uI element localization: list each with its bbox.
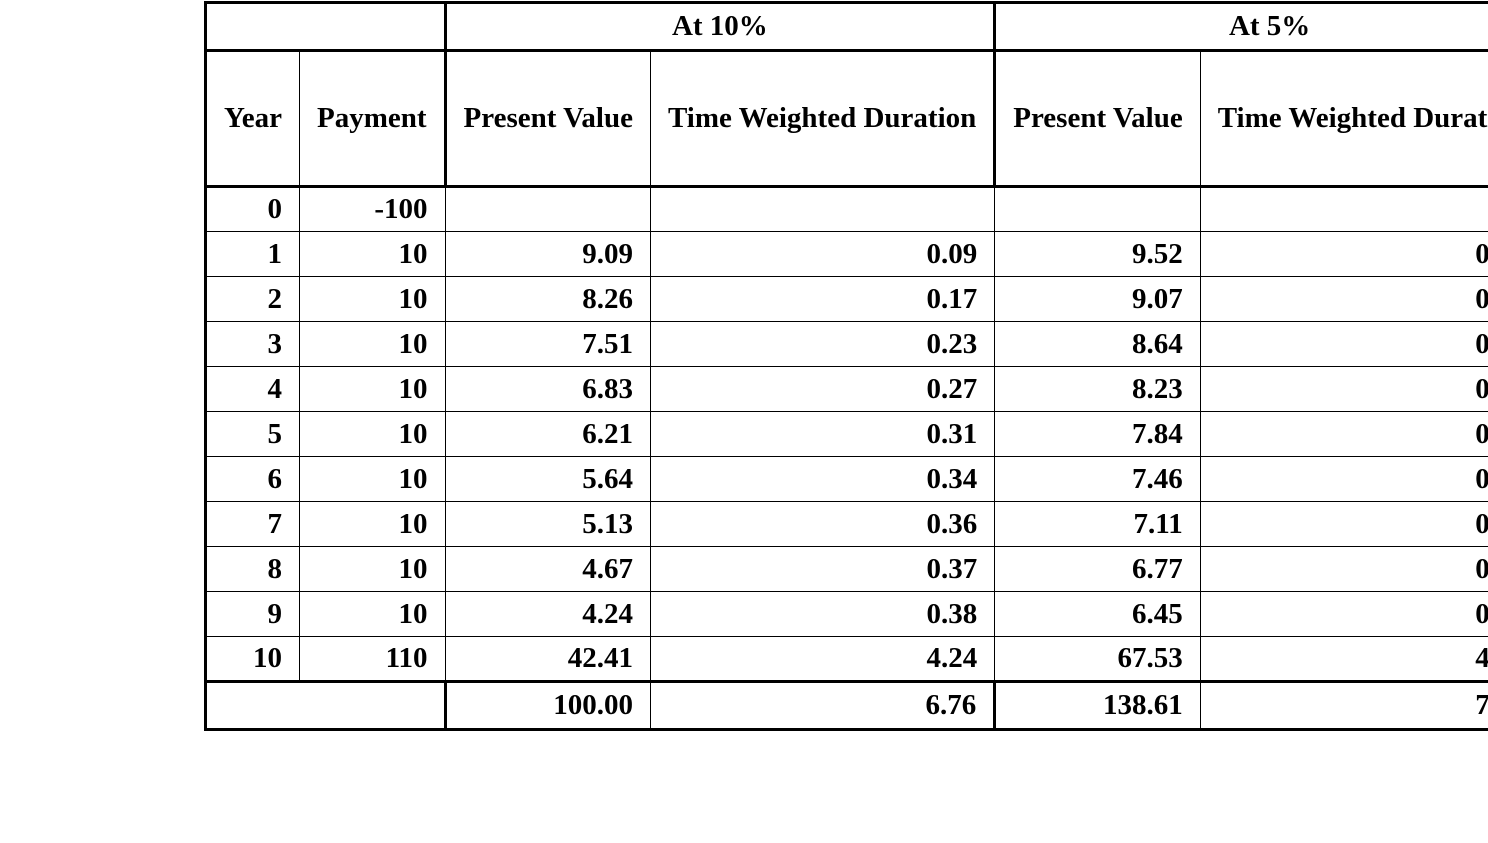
header-present-value-10: Present Value — [443, 50, 651, 188]
cell-payment: 10 — [298, 501, 446, 547]
table-row: 0 -100 — [205, 186, 1488, 232]
group-header-at-10: At 10% — [443, 2, 997, 52]
cell-present-value-5: 7.11 — [994, 501, 1201, 547]
cell-payment: 10 — [298, 276, 446, 322]
cell-present-value-10: 4.24 — [444, 591, 651, 637]
cell-year: 4 — [205, 366, 300, 412]
cell-year: 3 — [205, 321, 300, 367]
cell-year: 0 — [205, 186, 300, 232]
cell-present-value-10: 4.67 — [444, 546, 651, 592]
total-time-weighted-duration-5: 7.27 — [1199, 680, 1488, 730]
cell-time-weighted-duration-10 — [649, 186, 996, 232]
header-time-weighted-duration-10: Time Weighted Duration — [649, 50, 996, 188]
cell-payment: 110 — [298, 636, 446, 682]
cell-time-weighted-duration-5: 0.42 — [1199, 591, 1488, 637]
cell-time-weighted-duration-5: 0.13 — [1199, 276, 1488, 322]
header-present-value-5: Present Value — [993, 50, 1201, 188]
cell-present-value-5: 67.53 — [994, 636, 1201, 682]
cell-time-weighted-duration-10: 0.17 — [649, 276, 996, 322]
cell-present-value-10: 5.64 — [444, 456, 651, 502]
cell-present-value-5 — [994, 186, 1201, 232]
cell-present-value-5: 9.52 — [994, 231, 1201, 277]
cell-year: 5 — [205, 411, 300, 457]
cell-present-value-10: 42.41 — [444, 636, 651, 682]
cell-time-weighted-duration-5: 0.28 — [1199, 411, 1488, 457]
cell-time-weighted-duration-5: 0.32 — [1199, 456, 1488, 502]
cell-present-value-10: 6.83 — [444, 366, 651, 412]
column-header-row: Year Payment Present Value Time Weighted… — [205, 50, 1488, 188]
cell-year: 10 — [205, 636, 300, 682]
cell-payment: 10 — [298, 411, 446, 457]
cell-present-value-5: 8.64 — [994, 321, 1201, 367]
cell-year: 9 — [205, 591, 300, 637]
total-time-weighted-duration-10: 6.76 — [649, 680, 996, 730]
cell-present-value-5: 8.23 — [994, 366, 1201, 412]
cell-year: 8 — [205, 546, 300, 592]
cell-present-value-10: 8.26 — [444, 276, 651, 322]
totals-blank — [205, 680, 446, 730]
cell-payment: -100 — [298, 186, 446, 232]
totals-row: 100.00 6.76 138.61 7.27 — [205, 680, 1488, 730]
group-header-at-5: At 5% — [994, 2, 1488, 52]
cell-year: 2 — [205, 276, 300, 322]
cell-present-value-5: 7.84 — [994, 411, 1201, 457]
cell-time-weighted-duration-10: 0.27 — [649, 366, 996, 412]
cell-time-weighted-duration-10: 0.36 — [649, 501, 996, 547]
total-present-value-5: 138.61 — [993, 680, 1201, 730]
cell-present-value-10 — [444, 186, 651, 232]
cell-present-value-10: 7.51 — [444, 321, 651, 367]
group-header-row: At 10% At 5% — [205, 2, 1488, 52]
group-header-blank — [205, 2, 446, 52]
cell-present-value-5: 6.45 — [994, 591, 1201, 637]
cell-time-weighted-duration-10: 0.38 — [649, 591, 996, 637]
cell-payment: 10 — [298, 321, 446, 367]
cell-present-value-5: 6.77 — [994, 546, 1201, 592]
cell-present-value-5: 7.46 — [994, 456, 1201, 502]
cell-time-weighted-duration-10: 0.34 — [649, 456, 996, 502]
cell-year: 1 — [205, 231, 300, 277]
cell-present-value-10: 9.09 — [444, 231, 651, 277]
cell-time-weighted-duration-5: 0.36 — [1199, 501, 1488, 547]
duration-table: At 10% At 5% Year Payment Present Value … — [204, 1, 1488, 731]
cell-time-weighted-duration-5: 0.19 — [1199, 321, 1488, 367]
cell-time-weighted-duration-10: 0.09 — [649, 231, 996, 277]
cell-present-value-10: 6.21 — [444, 411, 651, 457]
cell-payment: 10 — [298, 231, 446, 277]
total-present-value-10: 100.00 — [443, 680, 651, 730]
header-year: Year — [205, 50, 300, 188]
cell-payment: 10 — [298, 546, 446, 592]
header-payment: Payment — [298, 50, 446, 188]
cell-payment: 10 — [298, 591, 446, 637]
cell-present-value-10: 5.13 — [444, 501, 651, 547]
cell-time-weighted-duration-10: 4.24 — [649, 636, 996, 682]
header-time-weighted-duration-5: Time Weighted Duration — [1199, 50, 1488, 188]
cell-year: 7 — [205, 501, 300, 547]
cell-year: 6 — [205, 456, 300, 502]
cell-time-weighted-duration-10: 0.37 — [649, 546, 996, 592]
cell-payment: 10 — [298, 366, 446, 412]
cell-time-weighted-duration-5: 0.39 — [1199, 546, 1488, 592]
cell-time-weighted-duration-10: 0.31 — [649, 411, 996, 457]
cell-payment: 10 — [298, 456, 446, 502]
cell-time-weighted-duration-5: 0.24 — [1199, 366, 1488, 412]
cell-time-weighted-duration-5 — [1199, 186, 1488, 232]
cell-time-weighted-duration-5: 0.07 — [1199, 231, 1488, 277]
cell-time-weighted-duration-10: 0.23 — [649, 321, 996, 367]
cell-present-value-5: 9.07 — [994, 276, 1201, 322]
cell-time-weighted-duration-5: 4.87 — [1199, 636, 1488, 682]
